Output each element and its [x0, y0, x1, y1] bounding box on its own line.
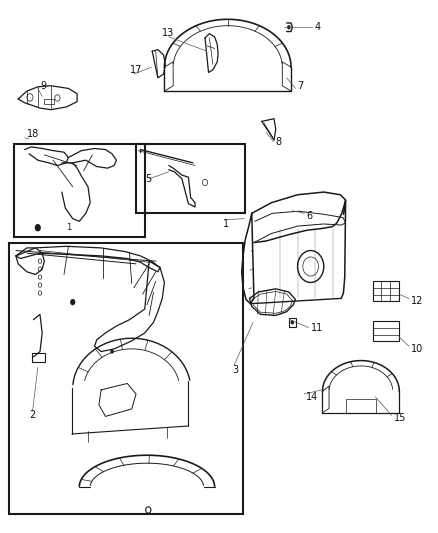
Circle shape	[70, 299, 75, 305]
Circle shape	[110, 350, 114, 354]
Circle shape	[287, 25, 290, 29]
Text: 1: 1	[223, 219, 230, 229]
Text: 3: 3	[232, 365, 238, 375]
Bar	[44, 99, 54, 104]
Text: 13: 13	[162, 28, 174, 38]
Circle shape	[35, 224, 41, 231]
Bar	[14, 144, 145, 237]
Text: 2: 2	[29, 410, 35, 421]
Text: 5: 5	[145, 174, 151, 184]
Text: 4: 4	[315, 22, 321, 33]
Text: 17: 17	[130, 65, 142, 75]
Circle shape	[290, 320, 294, 325]
Bar	[373, 281, 399, 301]
Text: 18: 18	[27, 128, 39, 139]
Bar	[10, 243, 243, 514]
Bar	[289, 318, 296, 327]
Text: 14: 14	[306, 392, 318, 402]
Bar	[346, 399, 376, 413]
Bar	[32, 353, 45, 362]
Text: 6: 6	[306, 211, 312, 221]
Text: 12: 12	[411, 296, 424, 306]
Text: 9: 9	[40, 81, 46, 91]
Text: 8: 8	[276, 136, 282, 147]
Text: 7: 7	[297, 81, 304, 91]
Text: 1: 1	[66, 223, 71, 232]
Text: 10: 10	[411, 344, 424, 354]
Bar	[136, 144, 245, 213]
Bar	[373, 321, 399, 341]
Text: 15: 15	[394, 413, 406, 423]
Text: 11: 11	[311, 322, 323, 333]
